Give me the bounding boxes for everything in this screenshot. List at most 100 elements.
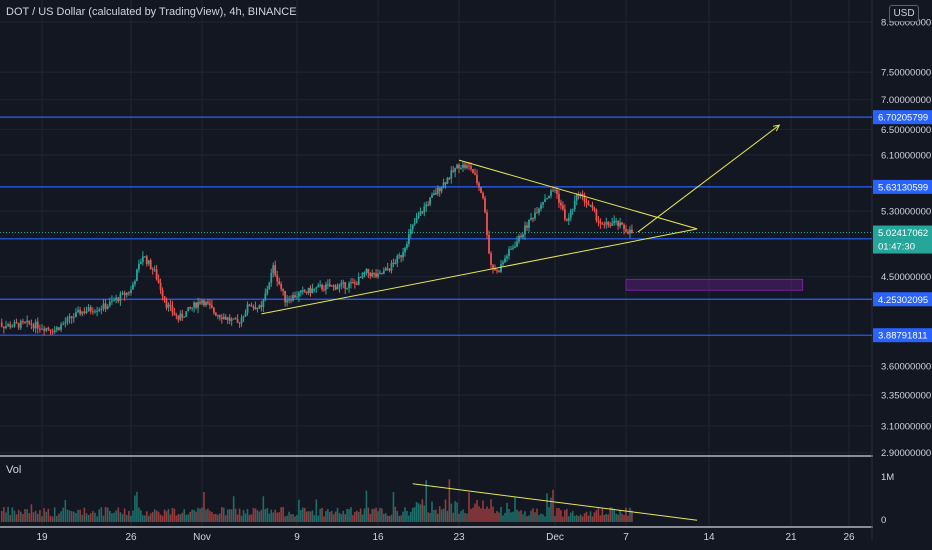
- candle-body: [248, 304, 251, 306]
- candle-body: [468, 165, 470, 167]
- volume-bar: [452, 512, 455, 522]
- volume-bar: [404, 507, 406, 522]
- volume-bar: [438, 506, 441, 522]
- volume-bar: [66, 509, 69, 522]
- volume-bar: [334, 511, 337, 522]
- volume-bar: [34, 510, 37, 522]
- volume-bar: [272, 512, 275, 522]
- volume-bar: [550, 497, 552, 522]
- volume-bar: [240, 515, 243, 522]
- volume-bar: [236, 514, 239, 522]
- candle-body: [534, 212, 536, 219]
- volume-bar: [147, 515, 150, 522]
- volume-bar: [313, 515, 316, 522]
- level-price-label: 4.25302095: [878, 295, 928, 306]
- candle-body: [185, 311, 188, 317]
- volume-bar: [286, 515, 288, 522]
- candle-body: [55, 327, 58, 331]
- volume-bar: [546, 493, 548, 522]
- volume-bar: [292, 514, 294, 522]
- candle-body: [32, 325, 35, 329]
- candle-body: [258, 305, 261, 309]
- candle-body: [442, 182, 445, 188]
- candle-body: [406, 244, 408, 248]
- volume-bar: [98, 509, 101, 522]
- candle-body: [62, 323, 65, 325]
- trendline: [261, 228, 698, 315]
- volume-bar: [566, 508, 568, 522]
- volume-bar: [440, 509, 443, 522]
- candle-body: [199, 302, 201, 304]
- candle-body: [218, 315, 221, 318]
- volume-bar: [619, 510, 621, 522]
- candle-body: [429, 197, 431, 205]
- volume-bar: [621, 513, 623, 522]
- candle-body: [17, 322, 20, 328]
- volume-bar: [468, 492, 470, 522]
- x-tick-label: 26: [843, 532, 855, 543]
- volume-bar: [466, 513, 468, 522]
- volume-bar: [181, 512, 184, 522]
- candle-body: [151, 268, 154, 270]
- volume-bar: [305, 511, 308, 522]
- candle-body: [415, 218, 418, 223]
- volume-bar: [161, 515, 164, 522]
- volume-bar: [448, 479, 451, 522]
- candle-body: [417, 215, 420, 219]
- candle-body: [569, 210, 572, 218]
- candle-body: [234, 318, 237, 320]
- candle-body: [382, 270, 385, 274]
- candle-body: [214, 312, 217, 316]
- volume-bar: [552, 489, 554, 522]
- volume-bar: [262, 496, 265, 522]
- candle-body: [250, 305, 253, 307]
- volume-bar: [460, 511, 462, 522]
- candle-body: [113, 300, 115, 302]
- candle-body: [38, 328, 41, 330]
- candle-body: [440, 187, 443, 192]
- candle-body: [147, 260, 150, 264]
- candle-body: [599, 221, 602, 224]
- candle-body: [482, 192, 484, 199]
- currency-button[interactable]: USD: [889, 5, 919, 22]
- volume-bar: [109, 510, 111, 522]
- candle-body: [342, 282, 345, 284]
- candle-body: [561, 205, 564, 210]
- volume-bar: [266, 508, 269, 522]
- volume-bar: [421, 499, 424, 522]
- volume-bar: [631, 510, 633, 522]
- candle-body: [421, 211, 424, 213]
- volume-bar: [363, 508, 366, 522]
- volume-bar: [330, 510, 333, 522]
- volume-bar: [506, 502, 508, 522]
- volume-bar: [508, 508, 510, 522]
- volume-bar: [575, 515, 578, 522]
- volume-bar: [629, 507, 631, 522]
- candle-body: [573, 200, 576, 210]
- volume-bar: [83, 507, 86, 522]
- volume-bar: [373, 508, 375, 522]
- candle-body: [458, 164, 460, 169]
- volume-bar: [45, 511, 48, 522]
- x-tick-label: 26: [125, 532, 137, 543]
- candle-body: [386, 268, 389, 270]
- candle-body: [464, 164, 466, 168]
- candle-body: [627, 231, 629, 234]
- candle-body: [175, 314, 178, 316]
- candle-body: [542, 201, 544, 205]
- candle-body: [224, 316, 227, 320]
- candle-body: [301, 290, 304, 292]
- volume-bar: [199, 508, 201, 522]
- volume-bar: [379, 507, 381, 522]
- volume-bar: [278, 512, 280, 522]
- candle-body: [326, 284, 329, 286]
- candle-body: [454, 168, 457, 172]
- candle-body: [169, 304, 172, 306]
- volume-bar: [41, 516, 43, 522]
- candle-body: [425, 204, 428, 207]
- candle-body: [490, 253, 492, 265]
- candle-body: [313, 288, 316, 290]
- candle-body: [13, 322, 16, 327]
- volume-bar: [390, 514, 393, 522]
